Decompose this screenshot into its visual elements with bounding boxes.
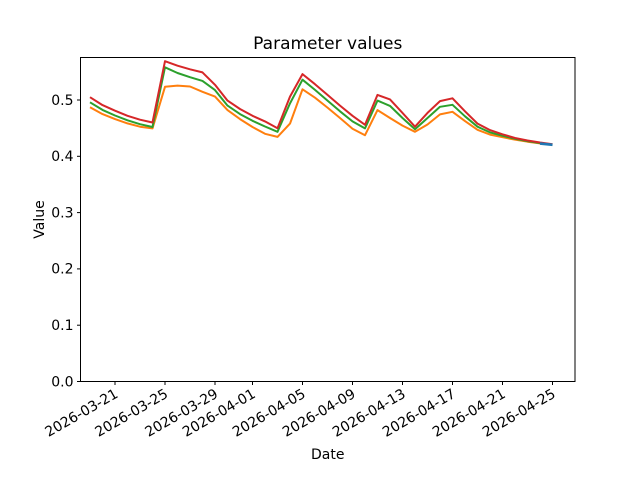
series-blue-line — [539, 142, 553, 147]
series-green-line — [89, 66, 553, 146]
y-tick-label: 0.0 — [51, 374, 73, 390]
series-red-line — [89, 60, 553, 146]
series-orange-line — [89, 84, 553, 146]
plot-border — [80, 57, 576, 382]
y-tick-label: 0.5 — [51, 93, 73, 109]
chart-title: Parameter values — [253, 34, 402, 54]
y-axis-label: Value — [32, 200, 48, 238]
y-tick-label: 0.3 — [51, 205, 73, 221]
y-tick-label: 0.1 — [51, 318, 73, 334]
y-tick-label: 0.4 — [51, 149, 73, 165]
x-axis-label: Date — [311, 447, 344, 463]
y-tick-label: 0.2 — [51, 262, 73, 278]
chart-plot-area: 0.00.10.20.30.40.52026-03-212026-03-2520… — [43, 57, 576, 441]
